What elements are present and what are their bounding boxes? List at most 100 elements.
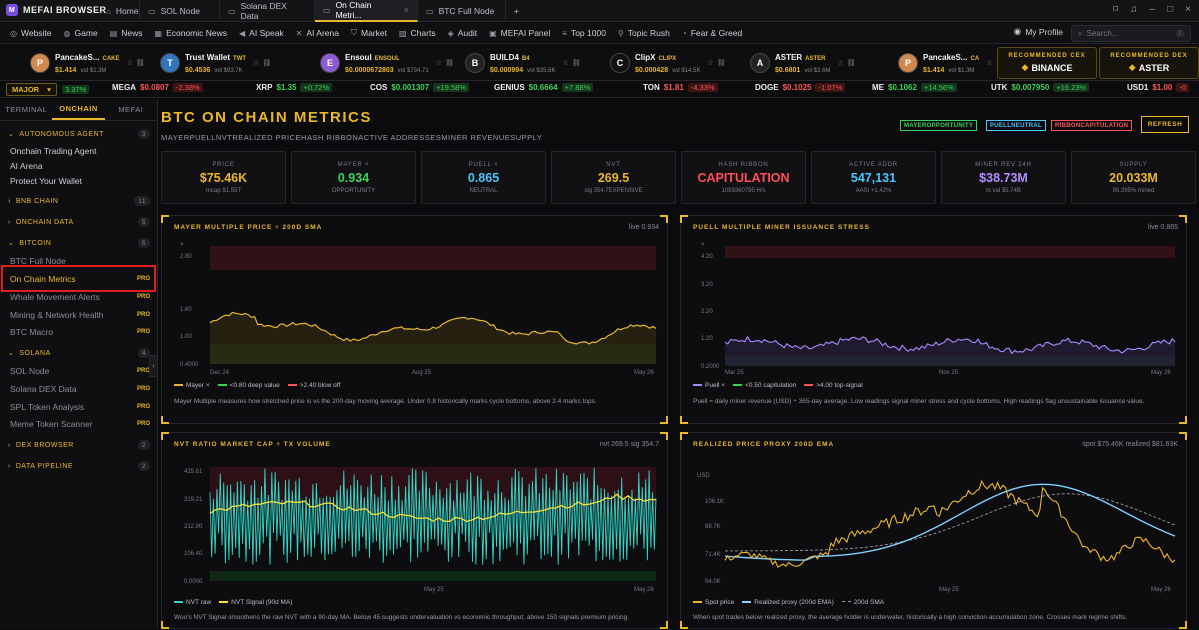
ticker-item[interactable]: GENIUS $0.6664 +7.88% — [494, 83, 594, 92]
section-autonomous-agent[interactable]: ⌄ AUTONOMOUS AGENT 3 — [0, 126, 158, 142]
section-bnb-chain[interactable]: › BNB CHAIN 11 — [0, 193, 158, 209]
sidebar-item-spl-token[interactable]: SPL Token Analysis PRO — [10, 400, 150, 414]
nav-audit[interactable]: ◈ Audit — [442, 23, 484, 44]
nav-top-1000[interactable]: ≡ Top 1000 — [556, 23, 612, 44]
ticker-item[interactable]: XRP $1.35 +0.72% — [256, 83, 333, 92]
section-onchain-data[interactable]: › ONCHAIN DATA 5 — [0, 214, 158, 230]
collapse-sidebar-button[interactable]: ‹ — [149, 355, 158, 377]
ticker-item[interactable]: USD1 $1.00 -0 — [1127, 83, 1190, 92]
nav-economic-news[interactable]: ▦ Economic News — [149, 23, 234, 44]
profile-button[interactable]: ◉ My Profile — [1014, 26, 1063, 37]
panel-corner — [660, 416, 668, 424]
bookmark-icon[interactable]: ⌑ — [1112, 4, 1119, 15]
nav-fear-greed[interactable]: ◔ Fear & Greed — [676, 23, 748, 44]
token-card[interactable]: P PancakeS... CAKE $1.414 vol $1.3M ☆ ⛓ — [30, 48, 145, 78]
exchange-name: BINANCE — [1031, 62, 1073, 73]
bell-icon[interactable]: ♫ — [1130, 4, 1138, 15]
ticker-item[interactable]: ME $0.1062 +14.56% — [872, 83, 957, 92]
nav-bar: ◎ Website ◍ Game ▤ News ▦ Economic News ◀ AI … — [0, 23, 1199, 44]
star-icon[interactable]: ☆ — [986, 60, 993, 67]
link-icon[interactable]: ⛓ — [135, 60, 145, 67]
sidebar-tab-mefai[interactable]: MEFAI — [118, 105, 144, 114]
metric-sub: OPPORTUNITY — [331, 187, 376, 194]
y-tick-label: 212.80 — [184, 524, 203, 530]
refresh-button[interactable]: REFRESH — [1141, 116, 1189, 133]
sidebar-item-solana-dex-data[interactable]: Solana DEX Data PRO — [10, 382, 150, 396]
legend-item: <0.80 deep value — [217, 382, 280, 389]
nav-website[interactable]: ◎ Website — [0, 23, 58, 44]
y-unit: USD — [697, 473, 710, 479]
ticker-item[interactable]: MEGA $0.0807 -2.38% — [112, 83, 203, 92]
recommended-exchange[interactable]: RECOMMENDED DEX ◆ ASTER — [1099, 47, 1199, 79]
link-icon[interactable]: ⛓ — [571, 60, 581, 67]
sidebar-item-ai-arena[interactable]: AI Arena — [10, 159, 150, 173]
sidebar-item-mining-health[interactable]: Mining & Network Health PRO — [10, 308, 150, 322]
legend-label: Spot price — [705, 599, 735, 606]
section-data-pipeline[interactable]: › DATA PIPELINE 2 — [0, 458, 158, 474]
chevron-down-icon: ⌄ — [8, 131, 15, 138]
sidebar-item-btc-macro[interactable]: BTC Macro PRO — [10, 325, 150, 339]
sidebar-item-on-chain-metrics[interactable]: On Chain Metrics PRO — [10, 272, 150, 286]
sidebar-item-sol-node[interactable]: SOL Node PRO — [10, 364, 150, 378]
sidebar-item-protect-wallet[interactable]: Protect Your Wallet — [10, 174, 150, 188]
nav-news[interactable]: ▤ News — [104, 23, 149, 44]
ticker-symbol: UTK — [991, 83, 1008, 92]
nav-label: MEFAI Panel — [500, 28, 551, 38]
section-solana[interactable]: ⌄ SOLANA 4 — [0, 345, 158, 361]
token-card[interactable]: A ASTER ASTER $0.6801 vol $3.6M ☆ ⛓ — [750, 48, 856, 78]
search-input[interactable]: ⌕ Search... / — [1071, 25, 1191, 42]
maximize-icon[interactable]: □ — [1167, 4, 1174, 15]
nav-market[interactable]: ⛉ Market — [345, 23, 393, 44]
tab-btc-full-node[interactable]: ▭ BTC Full Node — [418, 0, 506, 22]
link-icon[interactable]: ⛓ — [846, 60, 856, 67]
tab-home[interactable]: ⌂ Home — [98, 0, 140, 22]
link-icon[interactable]: ⛓ — [716, 60, 726, 67]
star-icon[interactable]: ☆ — [562, 60, 569, 67]
tab-label: Solana DEX Data — [240, 1, 287, 21]
tab-on-chain-metrics[interactable]: ▭ On Chain Metri... × — [315, 0, 418, 22]
sidebar-item-whale-alerts[interactable]: Whale Movement Alerts PRO — [10, 290, 150, 304]
ticker-item[interactable]: UTK $0.007950 +16.23% — [991, 83, 1090, 92]
section-bitcoin[interactable]: ⌄ BITCOIN 5 — [0, 235, 158, 251]
token-info: ClipX CLIPX $0.000428 vol $14.5K — [635, 52, 700, 74]
sidebar-item-btc-full-node[interactable]: BTC Full Node — [10, 254, 150, 268]
panel-corner — [660, 432, 668, 440]
nav-topic-rush[interactable]: ⚲ Topic Rush — [612, 23, 676, 44]
ticker-item[interactable]: TON $1.81 -4.33% — [643, 83, 718, 92]
nav-charts[interactable]: ▨ Charts — [393, 23, 442, 44]
token-price-row: $1.414 vol $1.3M — [923, 64, 979, 74]
minimize-icon[interactable]: – — [1149, 4, 1156, 15]
ticker-item[interactable]: DOGE $0.1025 -1.07% — [755, 83, 846, 92]
nav-ai-speak[interactable]: ◀ AI Speak — [233, 23, 290, 44]
nav-game[interactable]: ◍ Game — [58, 23, 104, 44]
token-card[interactable]: T Trust Wallet TWT $0.4536 vol $93.7K ☆ ⛓ — [160, 48, 271, 78]
star-icon[interactable]: ☆ — [253, 60, 260, 67]
star-icon[interactable]: ☆ — [837, 60, 844, 67]
nav-mefai-panel[interactable]: ▣ MEFAI Panel — [483, 23, 556, 44]
new-tab-button[interactable]: + — [514, 6, 519, 16]
star-icon[interactable]: ☆ — [435, 60, 442, 67]
star-icon[interactable]: ☆ — [707, 60, 714, 67]
tab-solana-dex-data[interactable]: ▭ Solana DEX Data — [220, 0, 315, 22]
close-window-icon[interactable]: × — [1185, 4, 1191, 15]
sidebar-item-meme-scanner[interactable]: Meme Token Scanner PRO — [10, 417, 150, 431]
puell-line — [724, 335, 1176, 355]
ticker-item[interactable]: COS $0.001307 +19.58% — [370, 83, 469, 92]
star-icon[interactable]: ☆ — [126, 60, 133, 67]
ticker-category-select[interactable]: MAJOR ▾ — [6, 83, 57, 96]
token-card[interactable]: E Ensoul ENSOUL $0.0000672803 vol $734.71 ☆ ⛓ — [320, 48, 454, 78]
tab-sol-node[interactable]: ▭ SOL Node — [140, 0, 220, 22]
close-icon[interactable]: × — [403, 5, 409, 15]
sidebar-tab-terminal[interactable]: TERMINAL — [5, 105, 48, 114]
recommended-exchange[interactable]: RECOMMENDED CEX ◆ BINANCE — [997, 47, 1097, 79]
chevron-right-icon: › — [8, 462, 11, 470]
sidebar-item-onchain-trading-agent[interactable]: Onchain Trading Agent — [10, 144, 150, 158]
sidebar-tab-onchain[interactable]: ONCHAIN — [52, 99, 105, 120]
link-icon[interactable]: ⛓ — [444, 60, 454, 67]
section-dex-browser[interactable]: › DEX BROWSER 2 — [0, 437, 158, 453]
nav-ai-arena[interactable]: ✕ AI Arena — [290, 23, 345, 44]
token-card[interactable]: C ClipX CLIPX $0.000428 vol $14.5K ☆ ⛓ — [610, 48, 726, 78]
token-card[interactable]: B BUILD4 B4 $0.000994 vol $35.6K ☆ ⛓ — [465, 48, 581, 78]
link-icon[interactable]: ⛓ — [262, 60, 272, 67]
